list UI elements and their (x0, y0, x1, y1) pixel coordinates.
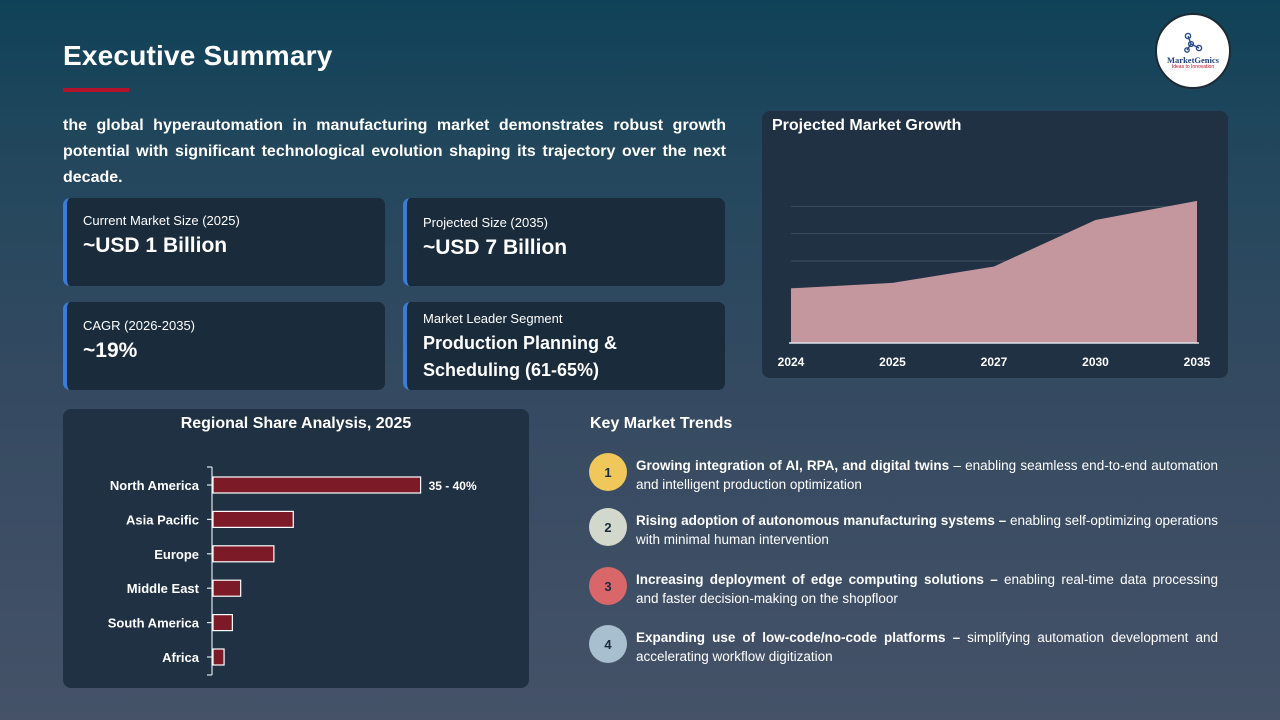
trend-item: 4 Expanding use of low-code/no-code plat… (589, 625, 1219, 669)
logo-tagline: Ideas to Innovation (1171, 64, 1215, 71)
bar-middle-east (212, 579, 242, 597)
trend-description: enabling self-optimizing operations with… (636, 513, 1219, 547)
trend-heading: Growing integration of AI, RPA, and digi… (636, 458, 950, 473)
regional-share-title: Regional Share Analysis, 2025 (180, 415, 412, 432)
category-label: Middle East (127, 581, 200, 596)
category-label: North America (110, 478, 200, 493)
trend-description: – enabling seamless end-to-end automatio… (636, 458, 1219, 492)
x-tick-label: 2025 (879, 355, 906, 369)
category-label: South America (108, 616, 200, 631)
trend-number-badge: 2 (589, 508, 627, 546)
title-underline (63, 88, 129, 92)
market-growth-chart: 2024 2025 2027 2030 2035 (778, 200, 1211, 369)
regional-share-panel: Regional Share Analysis, 2025 North Amer… (63, 409, 529, 688)
category-label: Africa (162, 650, 200, 665)
trend-description: simplifying automation development and a… (636, 630, 1218, 664)
regional-share-chart: North America 35 - 40% Asia Pacific Europe M… (108, 466, 477, 676)
x-tick-label: 2030 (1082, 355, 1109, 369)
bar-data-label: 35 - 40% (429, 479, 477, 493)
intro-paragraph: the global hyperautomation in manufactur… (63, 117, 726, 186)
bar-europe (212, 545, 275, 563)
card-market-leader-segment: Market Leader Segment Production Plannin… (403, 302, 725, 390)
card-label: Current Market Size (2025) (83, 213, 240, 228)
x-tick-label: 2035 (1184, 355, 1211, 369)
market-growth-title: Projected Market Growth (772, 117, 962, 134)
network-icon (1184, 32, 1203, 53)
card-value: ~USD 1 Billion (83, 234, 228, 257)
logo-name: MarketGenics (1167, 54, 1219, 65)
card-projected-size: Projected Size (2035) ~USD 7 Billion (403, 198, 725, 286)
bar-north-america (212, 476, 422, 494)
category-label: Asia Pacific (126, 512, 199, 527)
trend-text: Increasing deployment of edge computing … (636, 570, 1218, 608)
trend-number-badge: 4 (589, 625, 627, 663)
trend-heading: Rising adoption of autonomous manufactur… (636, 513, 1007, 528)
key-trends-title: Key Market Trends (590, 415, 733, 432)
trend-item: 2 Rising adoption of autonomous manufact… (589, 508, 1219, 552)
card-cagr: CAGR (2026-2035) ~19% (63, 302, 385, 390)
trend-number-badge: 1 (589, 453, 627, 491)
bar-south-america (212, 614, 233, 632)
category-label: Europe (154, 547, 199, 562)
market-growth-panel: Projected Market Growth 2024 2025 2027 2030… (762, 111, 1228, 378)
x-tick-label: 2024 (778, 355, 805, 369)
card-value: ~USD 7 Billion (423, 236, 568, 259)
trend-heading: Expanding use of low-code/no-code platfo… (636, 630, 961, 645)
card-value: ~19% (83, 339, 138, 362)
page-title: Executive Summary (63, 40, 333, 71)
bar-asia-pacific (212, 510, 294, 529)
card-current-market-size: Current Market Size (2025) ~USD 1 Billio… (63, 198, 385, 286)
trend-number-badge: 3 (589, 567, 627, 605)
growth-area (791, 200, 1197, 343)
trend-text: Growing integration of AI, RPA, and digi… (636, 456, 1218, 494)
trend-description: enabling real-time data processing and f… (636, 572, 1218, 606)
trend-item: 1 Growing integration of AI, RPA, and di… (589, 453, 1219, 497)
bar-africa (212, 648, 225, 666)
trend-text: Expanding use of low-code/no-code platfo… (636, 628, 1218, 666)
trend-text: Rising adoption of autonomous manufactur… (636, 511, 1218, 549)
trend-item: 3 Increasing deployment of edge computin… (589, 567, 1219, 611)
company-logo[interactable]: MarketGenics Ideas to Innovation (1155, 13, 1231, 89)
card-label: CAGR (2026-2035) (83, 318, 195, 333)
trend-heading: Increasing deployment of edge computing … (636, 572, 998, 587)
card-label: Market Leader Segment (423, 311, 563, 326)
card-label: Projected Size (2035) (423, 215, 549, 230)
x-tick-label: 2027 (981, 355, 1008, 369)
card-value: Production Planning & Scheduling (61-65%… (423, 333, 617, 380)
